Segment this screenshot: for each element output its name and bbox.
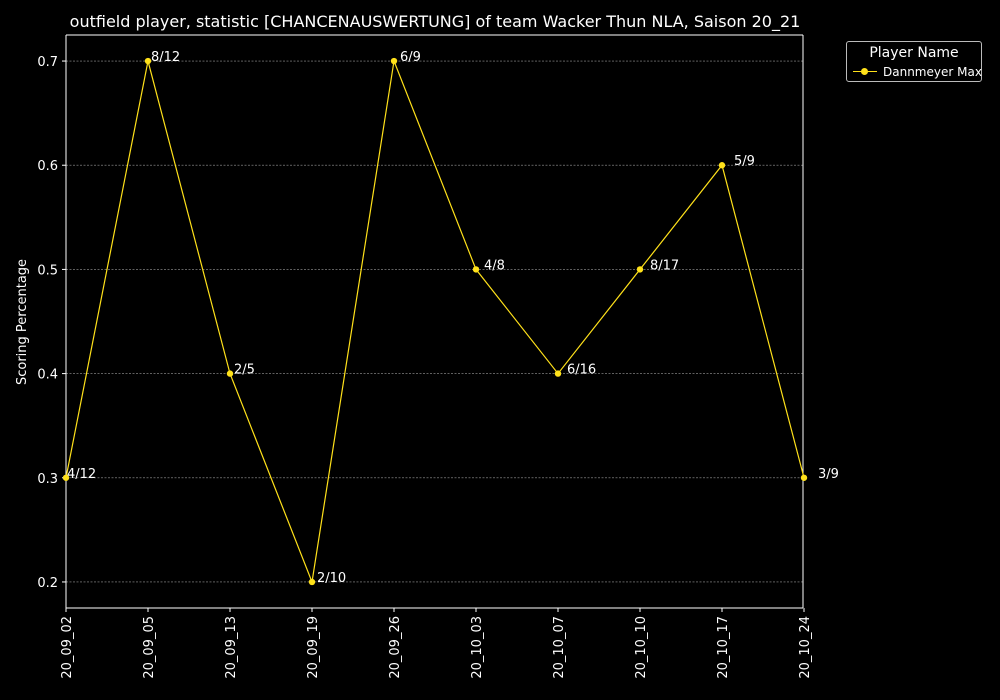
- data-label: 8/12: [151, 50, 180, 65]
- chart-title: outfield player, statistic [CHANCENAUSWE…: [70, 12, 801, 32]
- x-tick-label: 20_10_24: [798, 616, 813, 679]
- y-tick-label: 0.4: [37, 368, 58, 383]
- legend: Player Name Dannmeyer Max: [846, 41, 982, 82]
- data-point: [62, 474, 70, 481]
- data-label: 5/9: [734, 154, 755, 169]
- data-labels: 4/12 8/12 2/5 2/10 6/9 4/8 6/16 8/17 5/9 3/9: [67, 50, 839, 586]
- data-point: [554, 370, 562, 377]
- data-point: [308, 578, 316, 586]
- data-point: [636, 266, 644, 273]
- y-tick-label: 0.3: [37, 472, 58, 487]
- data-point: [144, 57, 152, 65]
- x-tick-label: 20_09_19: [306, 616, 321, 679]
- axes: 0.2 0.3 0.4 0.5 0.6 0.7 20_09_02 20_09_05 20_09_…: [37, 34, 813, 679]
- y-tick-label: 0.2: [37, 576, 58, 591]
- data-label: 6/16: [567, 363, 596, 378]
- x-tick-label: 20_09_26: [388, 616, 403, 679]
- data-point: [800, 474, 808, 481]
- x-tick-label: 20_10_17: [716, 616, 731, 679]
- y-tick-label: 0.5: [37, 263, 58, 278]
- legend-marker-swatch: [861, 68, 868, 75]
- x-tick-label: 20_10_07: [552, 616, 567, 679]
- data-label: 4/8: [484, 258, 505, 273]
- series-line: [65, 58, 805, 585]
- legend-title: Player Name: [869, 45, 959, 61]
- data-label: 4/12: [67, 467, 96, 482]
- data-point: [226, 370, 234, 377]
- data-point: [472, 266, 480, 273]
- data-point: [718, 162, 726, 169]
- data-label: 6/9: [400, 50, 421, 65]
- y-axis-label: Scoring Percentage: [15, 259, 30, 385]
- data-label: 2/10: [317, 571, 346, 586]
- data-label: 2/5: [234, 363, 255, 378]
- x-tick-label: 20_10_03: [470, 616, 485, 679]
- x-tick-label: 20_10_10: [634, 616, 649, 679]
- series-dannmeyer-max: [62, 57, 808, 586]
- y-tick-label: 0.6: [37, 159, 58, 174]
- data-point: [390, 57, 398, 65]
- legend-item-label: Dannmeyer Max: [883, 65, 982, 79]
- x-tick-label: 20_09_13: [224, 616, 239, 679]
- y-tick-label: 0.7: [37, 55, 58, 70]
- data-label: 8/17: [650, 258, 679, 273]
- x-tick-label: 20_09_02: [60, 616, 75, 679]
- data-label: 3/9: [818, 467, 839, 482]
- x-tick-label: 20_09_05: [142, 616, 157, 679]
